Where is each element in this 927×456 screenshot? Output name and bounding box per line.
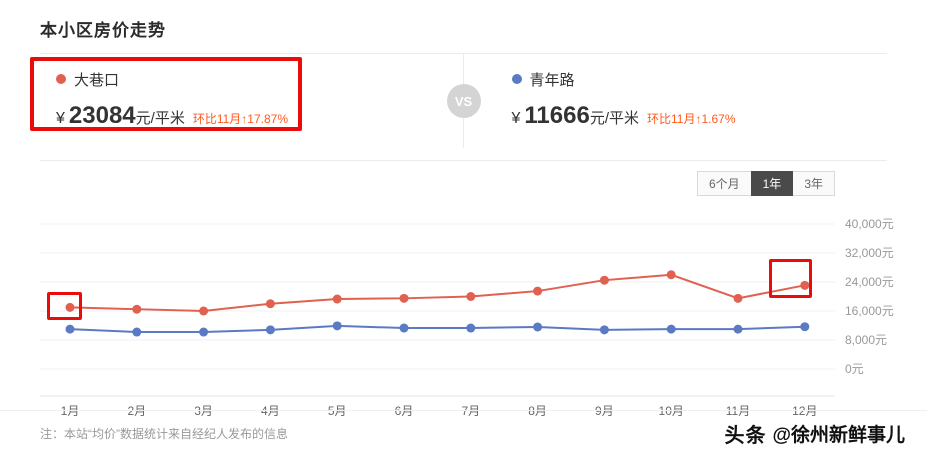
watermark: 头条 @徐州新鲜事儿 bbox=[724, 419, 905, 448]
y-axis-label: 40,000元 bbox=[845, 217, 894, 231]
divider-top bbox=[40, 53, 887, 54]
data-point[interactable] bbox=[666, 270, 676, 280]
series-line-0 bbox=[69, 273, 805, 313]
tab-1-year[interactable]: 1年 bbox=[750, 171, 794, 196]
tab-3-years[interactable]: 3年 bbox=[792, 171, 835, 196]
price-row-left: ¥ 23084 元/平米 环比11月↑17.87% bbox=[56, 102, 463, 130]
data-point[interactable] bbox=[599, 325, 609, 335]
price-value-left: 23084 bbox=[68, 102, 136, 129]
x-axis-label: 5月 bbox=[328, 404, 347, 418]
data-point[interactable] bbox=[399, 323, 409, 333]
price-change-right: 环比11月↑1.67% bbox=[647, 112, 736, 126]
community-row-left: 大巷口 bbox=[56, 68, 463, 90]
y-axis-label: 24,000元 bbox=[845, 275, 894, 289]
community-name-left: 大巷口 bbox=[74, 71, 120, 89]
data-point[interactable] bbox=[265, 299, 275, 309]
data-point[interactable] bbox=[599, 275, 609, 285]
series-line-1 bbox=[69, 324, 805, 334]
data-point[interactable] bbox=[199, 327, 209, 337]
watermark-handle: @徐州新鲜事儿 bbox=[772, 425, 905, 446]
data-point[interactable] bbox=[199, 306, 209, 316]
data-point[interactable] bbox=[265, 325, 275, 335]
compare-card-left: 大巷口 ¥ 23084 元/平米 环比11月↑17.87% bbox=[40, 54, 464, 148]
currency-symbol-right: ¥ bbox=[511, 110, 521, 127]
annotation-box-left-card bbox=[30, 57, 302, 131]
x-axis-label: 11月 bbox=[726, 404, 750, 418]
data-point[interactable] bbox=[332, 321, 342, 331]
data-point[interactable] bbox=[65, 324, 75, 334]
comparison-section: 大巷口 ¥ 23084 元/平米 环比11月↑17.87% VS 青年路 ¥ 1… bbox=[40, 54, 887, 148]
x-axis-label: 3月 bbox=[194, 404, 213, 418]
community-name-right: 青年路 bbox=[529, 71, 575, 89]
period-tabs: 6个月 1年 3年 bbox=[696, 171, 835, 196]
x-axis-label: 8月 bbox=[528, 404, 547, 418]
currency-symbol-left: ¥ bbox=[56, 110, 65, 127]
data-point[interactable] bbox=[533, 286, 543, 296]
page-title: 本小区房价走势 bbox=[40, 21, 166, 40]
price-trend-chart: 40,000元 32,000元 24,000元 16,000元 8,000元 0元 1月 2月… bbox=[40, 217, 894, 418]
data-point[interactable] bbox=[466, 292, 476, 301]
annotation-box-first-point bbox=[47, 292, 82, 320]
compare-card-right: 青年路 ¥ 11666 元/平米 环比11月↑1.67% bbox=[464, 54, 888, 148]
vs-badge: VS bbox=[446, 84, 481, 118]
series-dot-red-icon bbox=[56, 74, 66, 84]
x-axis-label: 7月 bbox=[461, 404, 480, 418]
data-point[interactable] bbox=[800, 280, 810, 290]
y-axis-label: 16,000元 bbox=[845, 304, 894, 318]
price-unit-left: 元/平米 bbox=[135, 110, 185, 127]
data-point[interactable] bbox=[533, 322, 543, 332]
community-row-right: 青年路 bbox=[511, 68, 888, 90]
data-source-note: 注：本站“均价”数据统计来自经纪人发布的信息 bbox=[40, 427, 288, 441]
x-axis-label: 6月 bbox=[395, 404, 414, 418]
price-unit-right: 元/平米 bbox=[589, 110, 639, 127]
x-axis-label: 1月 bbox=[61, 404, 80, 418]
toutiao-logo: 头条 bbox=[724, 425, 767, 447]
x-axis-label: 2月 bbox=[127, 404, 146, 418]
data-point[interactable] bbox=[332, 294, 342, 304]
series-dot-blue-icon bbox=[511, 74, 522, 84]
data-point[interactable] bbox=[65, 302, 75, 312]
price-change-left: 环比11月↑17.87% bbox=[192, 112, 288, 126]
data-point[interactable] bbox=[733, 293, 743, 303]
data-point[interactable] bbox=[800, 322, 810, 332]
price-row-right: ¥ 11666 元/平米 环比11月↑1.67% bbox=[512, 102, 888, 130]
x-axis-label: 9月 bbox=[595, 404, 614, 418]
y-axis-label: 0元 bbox=[845, 362, 864, 376]
price-value-right: 11666 bbox=[524, 102, 590, 129]
x-axis-label: 12月 bbox=[792, 404, 817, 418]
footer: 注：本站“均价”数据统计来自经纪人发布的信息 头条 @徐州新鲜事儿 bbox=[0, 410, 927, 456]
data-point[interactable] bbox=[132, 304, 142, 314]
data-point[interactable] bbox=[466, 323, 476, 333]
data-point[interactable] bbox=[399, 293, 409, 303]
x-axis-label: 4月 bbox=[261, 404, 280, 418]
data-point[interactable] bbox=[666, 324, 676, 334]
y-axis-label: 8,000元 bbox=[845, 333, 887, 347]
tab-6-months[interactable]: 6个月 bbox=[696, 171, 752, 196]
y-axis-label: 32,000元 bbox=[845, 246, 894, 260]
chart-section: 6个月 1年 3年 40,000元 32,000元 24,000元 16,000元 8,… bbox=[0, 161, 927, 429]
x-axis-label: 10月 bbox=[659, 404, 684, 418]
divider-middle bbox=[40, 160, 887, 161]
annotation-box-last-point bbox=[769, 259, 812, 298]
data-point[interactable] bbox=[733, 324, 743, 334]
data-point[interactable] bbox=[132, 327, 142, 337]
